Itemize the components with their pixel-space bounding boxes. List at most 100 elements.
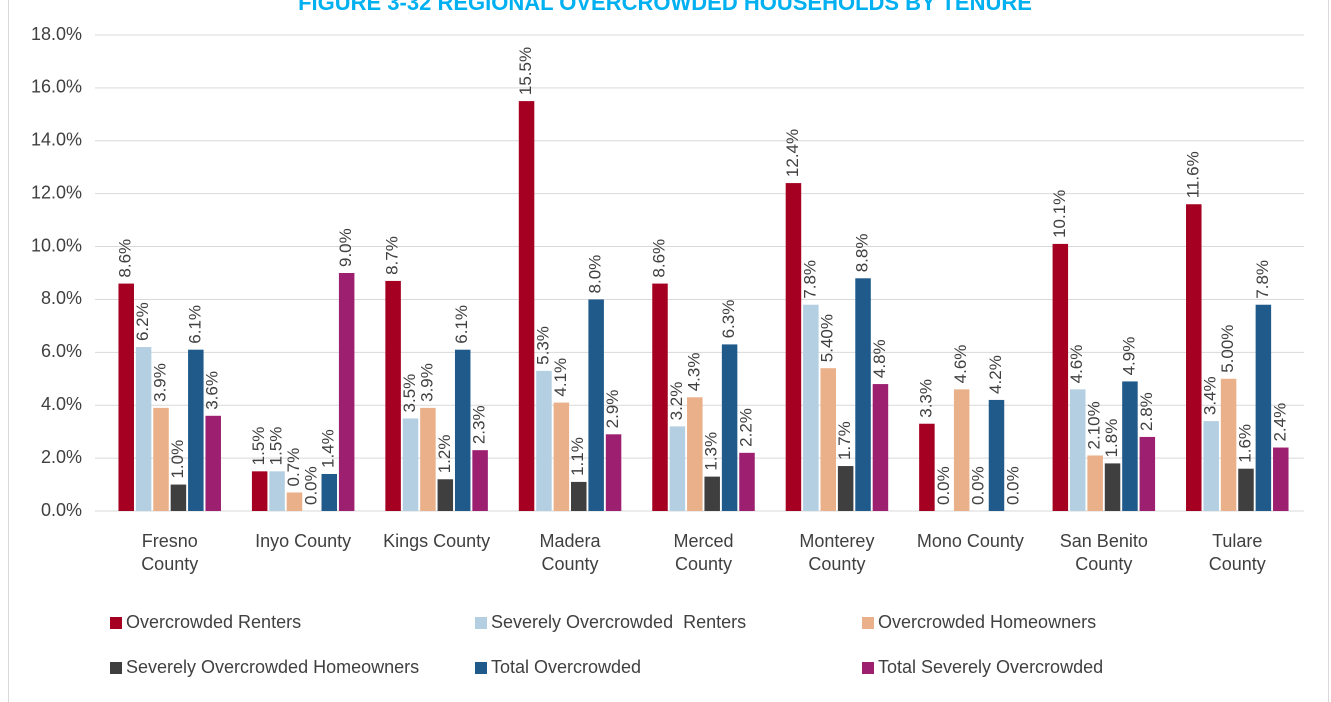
y-tick-label: 14.0% bbox=[31, 130, 82, 150]
data-label: 4.1% bbox=[551, 358, 570, 397]
bar bbox=[588, 299, 604, 511]
bar bbox=[1203, 421, 1219, 511]
data-label: 0.0% bbox=[301, 466, 320, 505]
bar bbox=[1273, 447, 1289, 511]
data-label: 4.2% bbox=[986, 355, 1005, 394]
y-tick-label: 6.0% bbox=[41, 341, 82, 361]
bar bbox=[1087, 455, 1103, 511]
bar bbox=[837, 466, 854, 511]
bar bbox=[919, 423, 935, 511]
bar bbox=[402, 418, 419, 511]
data-label: 8.6% bbox=[116, 239, 135, 278]
x-tick-label: Fresno County bbox=[141, 531, 199, 574]
data-label: 3.9% bbox=[151, 363, 170, 402]
data-label: 8.8% bbox=[853, 234, 872, 273]
x-tick-label: San Benito County bbox=[1059, 531, 1148, 574]
bar bbox=[1238, 468, 1254, 511]
data-label: 2.3% bbox=[470, 405, 489, 444]
data-label: 4.9% bbox=[1119, 337, 1138, 376]
legend-label: Severely Overcrowded Homeowners bbox=[126, 657, 419, 677]
x-tick-label: Inyo County bbox=[255, 531, 352, 551]
bar bbox=[687, 397, 703, 511]
legend-marker bbox=[475, 662, 487, 674]
data-label: 6.1% bbox=[185, 305, 204, 344]
data-label: 15.5% bbox=[516, 47, 535, 95]
data-label: 1.1% bbox=[568, 437, 587, 476]
bar bbox=[518, 101, 535, 511]
bar bbox=[188, 349, 204, 511]
data-label: 3.4% bbox=[1201, 376, 1220, 415]
bar bbox=[205, 415, 221, 511]
data-label: 4.3% bbox=[684, 353, 703, 392]
bar bbox=[652, 283, 668, 511]
data-label: 2.9% bbox=[603, 390, 622, 429]
bar bbox=[321, 473, 338, 511]
bar bbox=[1122, 381, 1138, 511]
bar bbox=[1069, 389, 1086, 511]
chart-title: FIGURE 3-32 REGIONAL OVERCROWDED HOUSEHO… bbox=[298, 0, 1032, 15]
bar bbox=[1052, 243, 1069, 511]
data-label: 3.3% bbox=[916, 379, 935, 418]
bar bbox=[118, 283, 134, 511]
bar bbox=[153, 407, 169, 511]
y-tick-label: 18.0% bbox=[31, 24, 82, 44]
bar bbox=[820, 368, 836, 511]
data-label: 7.8% bbox=[800, 260, 819, 299]
data-label: 1.5% bbox=[249, 427, 268, 466]
data-label: 1.8% bbox=[1102, 419, 1121, 458]
data-label: 5.00% bbox=[1218, 325, 1237, 373]
data-label: 11.6% bbox=[1183, 151, 1202, 198]
data-label: 1.3% bbox=[702, 432, 721, 471]
data-label: 5.40% bbox=[818, 314, 837, 362]
bar bbox=[536, 370, 552, 511]
data-label: 4.8% bbox=[870, 339, 889, 378]
y-tick-label: 4.0% bbox=[41, 394, 82, 414]
legend-label: Overcrowded Renters bbox=[126, 612, 301, 632]
legend-label: Overcrowded Homeowners bbox=[878, 612, 1096, 632]
x-tick-label: Kings County bbox=[383, 531, 491, 551]
data-label: 0.0% bbox=[1003, 466, 1022, 505]
data-label: 1.7% bbox=[835, 421, 854, 460]
x-tick-label: Tulare County bbox=[1208, 531, 1266, 574]
bar bbox=[251, 471, 268, 511]
bar bbox=[170, 484, 187, 511]
data-label: 8.0% bbox=[586, 255, 605, 294]
data-label: 2.2% bbox=[736, 408, 755, 447]
data-label: 2.4% bbox=[1270, 403, 1289, 442]
bar bbox=[553, 402, 570, 511]
data-label: 6.1% bbox=[452, 305, 471, 344]
legend-label: Severely Overcrowded Renters bbox=[491, 612, 746, 632]
y-tick-label: 0.0% bbox=[41, 500, 82, 520]
legend-marker bbox=[110, 662, 122, 674]
bar bbox=[385, 280, 401, 511]
data-label: 3.9% bbox=[417, 363, 436, 402]
data-label: 1.4% bbox=[319, 429, 338, 468]
data-label: 0.7% bbox=[284, 448, 303, 487]
data-label: 4.6% bbox=[951, 345, 970, 384]
bar bbox=[472, 450, 488, 511]
bar bbox=[1220, 378, 1237, 511]
x-tick-label: Mono County bbox=[916, 531, 1024, 551]
bar bbox=[988, 399, 1005, 511]
data-label: 4.6% bbox=[1067, 345, 1086, 384]
data-label: 12.4% bbox=[783, 129, 802, 177]
bar bbox=[1139, 436, 1156, 511]
legend-label: Total Overcrowded bbox=[491, 657, 641, 677]
data-label: 10.1% bbox=[1050, 190, 1069, 238]
bar bbox=[135, 347, 152, 511]
data-label: 1.5% bbox=[267, 427, 286, 466]
data-label: 2.8% bbox=[1137, 392, 1156, 431]
legend-marker bbox=[110, 617, 122, 629]
bar bbox=[785, 183, 802, 512]
bar bbox=[420, 407, 436, 511]
data-label: 2.10% bbox=[1085, 401, 1104, 449]
legend-marker bbox=[862, 662, 874, 674]
bar bbox=[1255, 304, 1272, 511]
data-label: 3.2% bbox=[667, 382, 686, 421]
y-tick-label: 8.0% bbox=[41, 288, 82, 308]
data-label: 1.6% bbox=[1235, 424, 1254, 463]
legend-marker bbox=[862, 617, 874, 629]
x-tick-label: Merced County bbox=[673, 531, 734, 574]
